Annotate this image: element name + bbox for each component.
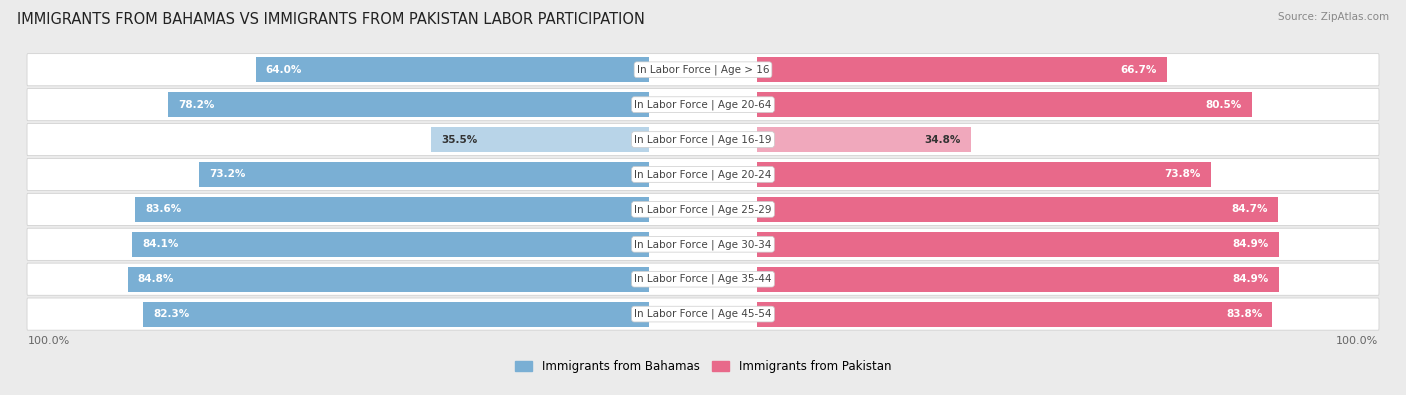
- FancyBboxPatch shape: [27, 124, 1379, 156]
- Text: In Labor Force | Age 20-64: In Labor Force | Age 20-64: [634, 100, 772, 110]
- Bar: [200, 162, 650, 187]
- Text: 100.0%: 100.0%: [1336, 336, 1378, 346]
- Bar: [169, 92, 650, 117]
- Text: 82.3%: 82.3%: [153, 309, 190, 319]
- FancyBboxPatch shape: [27, 54, 1379, 86]
- Text: In Labor Force | Age 25-29: In Labor Force | Age 25-29: [634, 204, 772, 214]
- Bar: [135, 197, 650, 222]
- Text: 83.8%: 83.8%: [1226, 309, 1263, 319]
- Text: 84.9%: 84.9%: [1233, 274, 1270, 284]
- Text: In Labor Force | Age 20-24: In Labor Force | Age 20-24: [634, 169, 772, 180]
- Bar: [128, 267, 650, 292]
- Bar: [756, 267, 1279, 292]
- FancyBboxPatch shape: [27, 88, 1379, 121]
- Bar: [432, 127, 650, 152]
- Bar: [756, 301, 1272, 327]
- Bar: [143, 301, 650, 327]
- Text: 34.8%: 34.8%: [924, 135, 960, 145]
- Text: In Labor Force | Age 16-19: In Labor Force | Age 16-19: [634, 134, 772, 145]
- Text: 73.8%: 73.8%: [1164, 169, 1201, 179]
- Text: In Labor Force | Age 35-44: In Labor Force | Age 35-44: [634, 274, 772, 284]
- Text: 84.8%: 84.8%: [138, 274, 174, 284]
- FancyBboxPatch shape: [27, 193, 1379, 226]
- Bar: [756, 92, 1251, 117]
- Bar: [256, 57, 650, 82]
- FancyBboxPatch shape: [27, 228, 1379, 260]
- Text: 73.2%: 73.2%: [209, 169, 246, 179]
- Text: IMMIGRANTS FROM BAHAMAS VS IMMIGRANTS FROM PAKISTAN LABOR PARTICIPATION: IMMIGRANTS FROM BAHAMAS VS IMMIGRANTS FR…: [17, 12, 645, 27]
- Text: 66.7%: 66.7%: [1121, 65, 1157, 75]
- Text: 84.7%: 84.7%: [1232, 204, 1268, 214]
- Text: 78.2%: 78.2%: [179, 100, 215, 110]
- Text: In Labor Force | Age 45-54: In Labor Force | Age 45-54: [634, 309, 772, 319]
- Text: 84.9%: 84.9%: [1233, 239, 1270, 249]
- Text: In Labor Force | Age > 16: In Labor Force | Age > 16: [637, 64, 769, 75]
- Text: 80.5%: 80.5%: [1205, 100, 1241, 110]
- Text: In Labor Force | Age 30-34: In Labor Force | Age 30-34: [634, 239, 772, 250]
- Bar: [756, 232, 1279, 257]
- FancyBboxPatch shape: [27, 158, 1379, 190]
- Bar: [132, 232, 650, 257]
- Text: 64.0%: 64.0%: [266, 65, 302, 75]
- Bar: [756, 127, 970, 152]
- Bar: [756, 162, 1211, 187]
- Text: 100.0%: 100.0%: [28, 336, 70, 346]
- Text: 84.1%: 84.1%: [142, 239, 179, 249]
- Text: 35.5%: 35.5%: [441, 135, 477, 145]
- Bar: [756, 197, 1278, 222]
- Legend: Immigrants from Bahamas, Immigrants from Pakistan: Immigrants from Bahamas, Immigrants from…: [510, 355, 896, 378]
- Text: Source: ZipAtlas.com: Source: ZipAtlas.com: [1278, 12, 1389, 22]
- FancyBboxPatch shape: [27, 298, 1379, 330]
- Bar: [756, 57, 1167, 82]
- Text: 83.6%: 83.6%: [145, 204, 181, 214]
- FancyBboxPatch shape: [27, 263, 1379, 295]
